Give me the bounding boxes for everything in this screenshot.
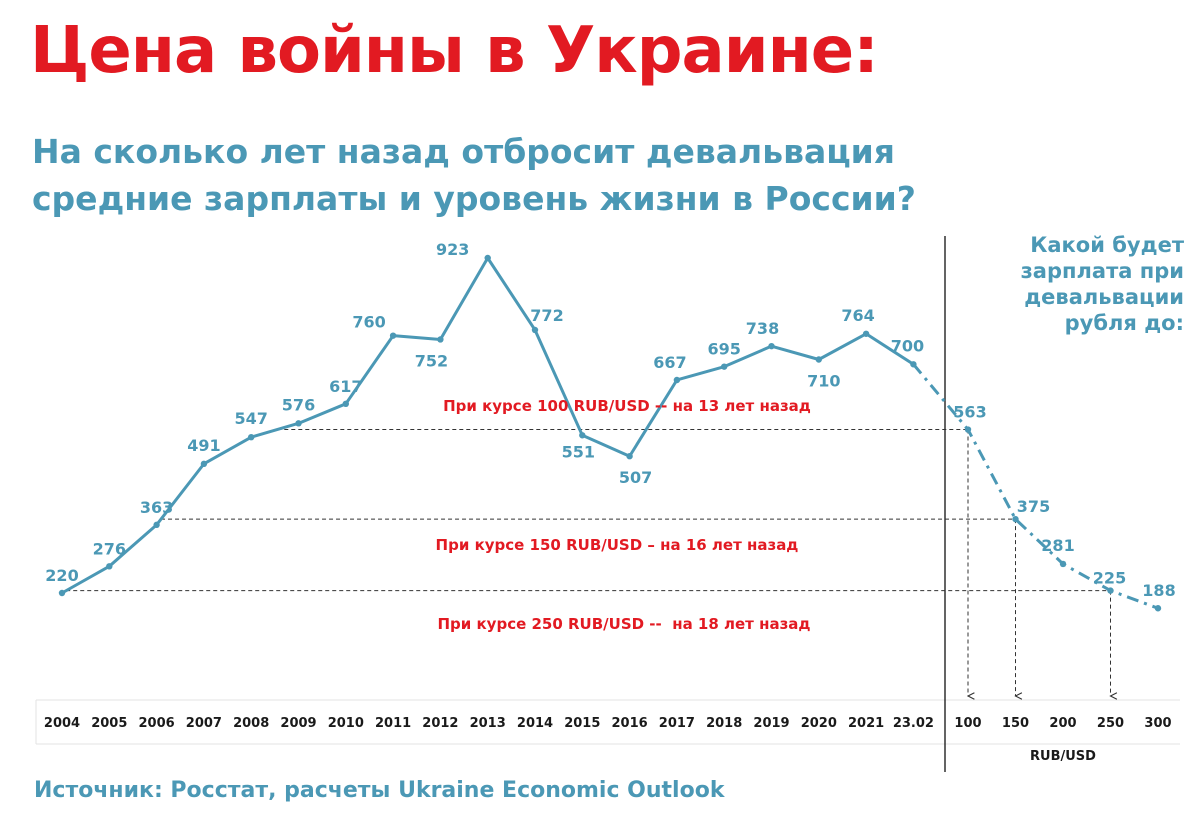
historical-data-label: 700 (891, 336, 924, 355)
historical-point (531, 326, 539, 334)
x-tick-label: 2009 (280, 716, 316, 731)
x-tick-label: 2004 (44, 716, 80, 731)
historical-data-label: 772 (530, 306, 563, 325)
historical-data-label: 752 (415, 351, 448, 370)
x-tick-label: 300 (1144, 716, 1171, 731)
x-tick-label: 2007 (186, 716, 222, 731)
projection-data-label: 281 (1041, 536, 1074, 555)
projection-caption-line-4: рубля до: (1064, 311, 1184, 335)
historical-data-label: 695 (707, 340, 740, 359)
projection-series-line (912, 363, 1159, 610)
x-tick-label: 2008 (233, 716, 269, 731)
source-note: Источник: Росстат, расчеты Ukraine Econo… (34, 778, 725, 803)
historical-data-label: 617 (329, 377, 362, 396)
historical-point (389, 332, 397, 339)
historical-data-label: 923 (436, 240, 469, 259)
historical-point (200, 460, 208, 468)
projection-point (1012, 515, 1019, 523)
subtitle-line-2: средние зарплаты и уровень жизни в Росси… (32, 179, 916, 218)
historical-point (579, 432, 586, 439)
historical-point (484, 254, 491, 262)
projection-caption: Какой будет зарплата при девальвации руб… (964, 232, 1184, 336)
projection-point (1107, 587, 1114, 594)
rate-annotation-text: При курсе 150 RUB/USD – на 16 лет назад (436, 536, 799, 554)
historical-point (58, 589, 66, 597)
projection-point (1059, 560, 1067, 568)
x-tick-label: 2010 (328, 716, 364, 731)
historical-point (437, 336, 444, 343)
rate-annotation-text: При курсе 250 RUB/USD -- на 18 лет назад (437, 615, 810, 633)
x-tick-label: 2013 (470, 716, 506, 731)
projection-caption-line-2: зарплата при (1020, 259, 1184, 283)
historical-point (342, 400, 349, 408)
historical-point (626, 453, 633, 460)
page-subtitle: На сколько лет назад отбросит девальваци… (32, 128, 1032, 222)
x-tick-label: 2015 (564, 716, 600, 731)
x-tick-label: 2021 (848, 716, 884, 731)
data-labels: 220 276 363 491 547 576 617 760 752 923 772 551 507 6… (45, 240, 1175, 600)
historical-point (673, 376, 681, 384)
rate-annotation-text: При курсе 100 RUB/USD -- на 13 лет назад (443, 397, 811, 415)
historical-data-label: 220 (45, 566, 78, 585)
projection-caption-line-3: девальвации (1024, 285, 1184, 309)
x-unit-label: RUB/USD (1030, 749, 1096, 764)
page-title: Цена войны в Украине: (30, 14, 879, 88)
x-tick-label: 2006 (139, 716, 175, 731)
x-tick-label: 2014 (517, 716, 553, 731)
historical-data-label: 667 (653, 353, 686, 372)
historical-point (106, 563, 113, 570)
historical-data-label: 551 (562, 442, 595, 461)
x-tick-label: 150 (1002, 716, 1029, 731)
historical-data-label: 507 (619, 468, 652, 487)
historical-point (153, 521, 160, 529)
historical-data-label: 491 (187, 436, 220, 455)
historical-data-label: 764 (841, 306, 874, 325)
x-tick-label: 23.02 (893, 716, 934, 731)
x-axis-band: 2004 2005 2006 2007 2008 2009 2010 2011 2012 2013… (35, 236, 1180, 772)
projection-point (1154, 605, 1162, 612)
x-tick-label: 2011 (375, 716, 411, 731)
historical-data-label: 710 (807, 372, 840, 391)
historical-data-label: 276 (93, 539, 126, 558)
historical-point (721, 363, 728, 370)
historical-data-label: 576 (282, 395, 315, 414)
x-tick-label: 200 (1049, 716, 1076, 731)
x-tick-label: 2019 (753, 716, 789, 731)
projection-data-label: 188 (1142, 581, 1175, 600)
guide-lines (66, 429, 1110, 696)
historical-data-label: 760 (352, 313, 385, 332)
historical-data-label: 363 (140, 498, 173, 517)
historical-data-label: 547 (234, 409, 267, 428)
projection-point (964, 426, 972, 433)
historical-point (295, 420, 302, 427)
projection-caption-line-1: Какой будет (1030, 233, 1184, 257)
x-tick-label: 100 (954, 716, 981, 731)
x-tick-label: 2020 (801, 716, 837, 731)
x-tick-label: 2016 (612, 716, 648, 731)
x-tick-label: 250 (1097, 716, 1124, 731)
historical-point (768, 342, 775, 350)
x-tick-label: 2018 (706, 716, 742, 731)
projection-data-label: 563 (953, 403, 986, 422)
projection-data-label: 225 (1093, 569, 1126, 588)
rate-annotations: При курсе 100 RUB/USD -- на 13 лет назад… (436, 397, 811, 633)
series-lines (61, 256, 1159, 610)
historical-point (815, 356, 822, 363)
historical-data-label: 738 (746, 319, 779, 338)
historical-point (248, 433, 255, 441)
data-points (58, 254, 1162, 612)
historical-point (862, 330, 870, 337)
x-tick-label: 2017 (659, 716, 695, 731)
x-tick-label: 2005 (91, 716, 127, 731)
historical-point (910, 361, 917, 368)
subtitle-line-1: На сколько лет назад отбросит девальваци… (32, 132, 895, 171)
x-tick-label: 2012 (422, 716, 458, 731)
projection-data-label: 375 (1017, 497, 1050, 516)
